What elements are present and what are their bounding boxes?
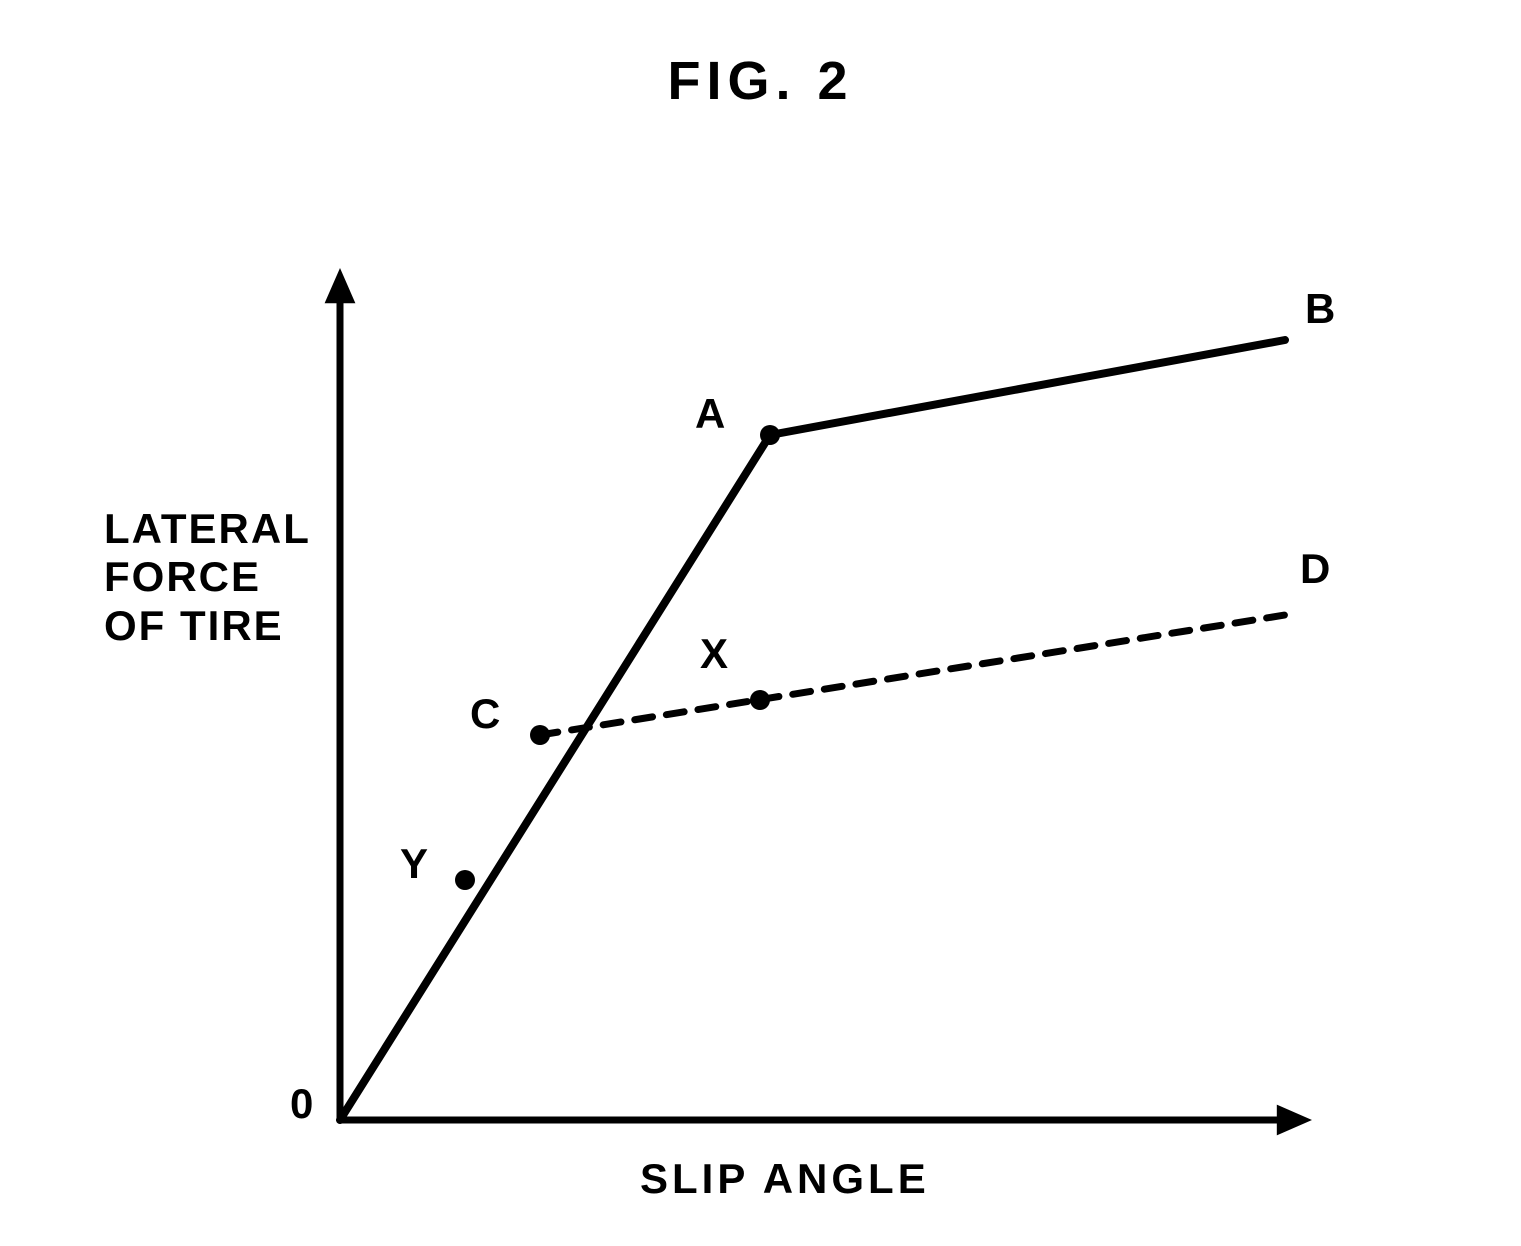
x-axis-arrow — [1277, 1105, 1312, 1136]
point-C — [530, 725, 550, 745]
chart-svg — [0, 0, 1521, 1246]
line-solid_OA — [340, 435, 770, 1120]
point-A — [760, 425, 780, 445]
y-axis-arrow — [325, 268, 356, 303]
point-X — [750, 690, 770, 710]
line-solid_AB — [770, 340, 1285, 435]
line-dashed_CD — [540, 615, 1285, 735]
point-Y — [455, 870, 475, 890]
